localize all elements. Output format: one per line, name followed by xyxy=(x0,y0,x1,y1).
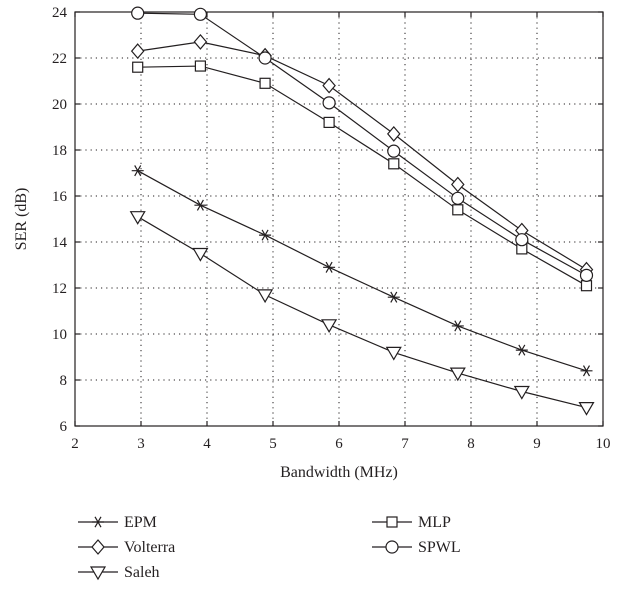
data-point-saleh xyxy=(578,402,595,416)
y-tick-label: 12 xyxy=(52,281,67,297)
data-point-epm xyxy=(194,199,207,211)
data-point-saleh xyxy=(129,211,146,225)
data-point-mlp xyxy=(580,280,593,292)
data-point-spwl xyxy=(322,96,336,110)
legend-marker-volterra xyxy=(91,539,105,555)
data-point-volterra xyxy=(386,125,401,142)
x-axis-title: Bandwidth (MHz) xyxy=(280,464,398,481)
data-point-epm xyxy=(259,229,272,241)
data-point-epm xyxy=(515,344,528,356)
legend-label: MLP xyxy=(418,514,451,531)
data-point-volterra xyxy=(451,176,465,193)
legend-marker-epm xyxy=(92,516,104,528)
data-point-saleh xyxy=(192,247,209,262)
legend-item-saleh: Saleh xyxy=(78,564,160,581)
data-point-spwl xyxy=(451,191,465,205)
data-point-spwl xyxy=(258,51,272,65)
x-tick-label: 3 xyxy=(137,436,145,452)
x-tick-label: 5 xyxy=(269,436,277,452)
x-tick-label: 6 xyxy=(335,436,343,452)
data-point-spwl xyxy=(131,6,145,20)
legend-label: EPM xyxy=(124,514,157,531)
series-line-epm xyxy=(137,170,587,372)
legend-marker-saleh xyxy=(89,566,107,581)
data-point-mlp xyxy=(259,77,271,89)
x-tick-label: 9 xyxy=(533,436,541,452)
y-tick-label: 20 xyxy=(52,97,67,113)
legend-item-spwl: SPWL xyxy=(372,539,461,556)
data-point-saleh xyxy=(513,385,530,400)
y-tick-label: 24 xyxy=(52,5,68,21)
legend: EPM Volterra Saleh MLP SPWL xyxy=(78,514,461,581)
y-tick-label: 10 xyxy=(52,327,67,343)
legend-marker-spwl xyxy=(385,540,399,554)
legend-label: Saleh xyxy=(124,564,160,581)
data-point-saleh xyxy=(449,367,466,382)
data-point-spwl xyxy=(579,268,594,282)
x-tick-label: 2 xyxy=(71,436,79,452)
series-line-volterra xyxy=(137,41,587,271)
y-axis-title: SER (dB) xyxy=(13,188,30,251)
y-tick-label: 16 xyxy=(52,189,68,205)
y-tick-label: 8 xyxy=(60,373,68,389)
series-mlp xyxy=(132,60,593,292)
data-point-mlp xyxy=(452,204,464,216)
data-point-saleh xyxy=(385,346,402,361)
series-epm xyxy=(131,165,593,377)
x-tick-label: 8 xyxy=(467,436,475,452)
legend-marker-mlp xyxy=(386,516,398,528)
series-spwl xyxy=(131,6,594,282)
y-tick-label: 22 xyxy=(52,51,67,67)
legend-item-mlp: MLP xyxy=(372,514,451,531)
data-point-epm xyxy=(451,320,464,332)
series-line-mlp xyxy=(137,65,587,287)
series-line-saleh xyxy=(137,216,587,409)
data-point-spwl xyxy=(515,233,529,247)
series-saleh xyxy=(129,211,595,416)
data-point-mlp xyxy=(132,61,144,73)
y-tick-label: 6 xyxy=(60,419,68,435)
y-tick-label: 18 xyxy=(52,143,67,159)
x-tick-label: 4 xyxy=(203,436,211,452)
legend-item-volterra: Volterra xyxy=(78,539,175,556)
x-tick-label: 10 xyxy=(596,436,611,452)
data-point-epm xyxy=(580,365,593,377)
data-point-volterra xyxy=(322,77,336,94)
data-point-epm xyxy=(131,165,144,177)
data-point-saleh xyxy=(257,289,274,304)
y-tick-label: 14 xyxy=(52,235,68,251)
data-point-spwl xyxy=(387,144,401,158)
data-point-mlp xyxy=(194,60,206,72)
data-point-volterra xyxy=(130,43,145,60)
legend-item-epm: EPM xyxy=(78,514,157,531)
x-tick-label: 7 xyxy=(401,436,409,452)
axis-ticks: 2 3 4 5 6 7 8 9 10 6 8 10 12 14 16 18 20 22 24 xyxy=(52,5,611,452)
data-point-epm xyxy=(387,291,400,303)
data-point-spwl xyxy=(193,7,207,21)
plot-frame xyxy=(74,11,604,427)
series-line-spwl xyxy=(137,12,587,276)
data-point-mlp xyxy=(323,116,335,129)
data-point-saleh xyxy=(321,319,338,333)
data-point-epm xyxy=(323,261,336,273)
legend-label: Volterra xyxy=(124,539,175,556)
legend-label: SPWL xyxy=(418,539,461,556)
grid-lines xyxy=(75,12,603,426)
data-point-mlp xyxy=(388,158,400,170)
data-point-volterra xyxy=(193,33,208,50)
series-group xyxy=(129,6,595,416)
